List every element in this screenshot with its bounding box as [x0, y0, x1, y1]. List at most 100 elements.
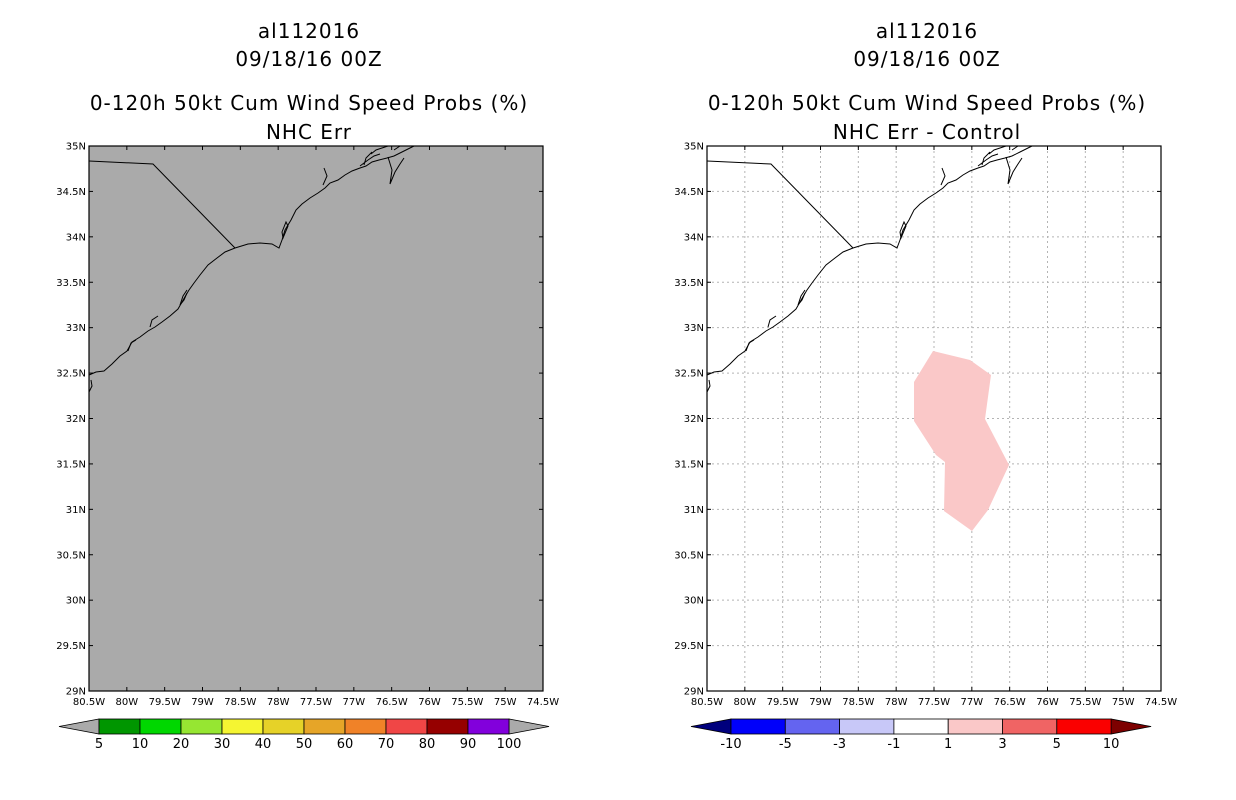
lat-label: 31N	[66, 505, 86, 516]
coastline-path	[88, 145, 415, 376]
lon-label: 74.5W	[1145, 697, 1177, 708]
colorbar-label: 50	[296, 737, 313, 752]
colorbar-swatch	[426, 718, 469, 735]
lon-label: 74.5W	[527, 697, 559, 708]
left-title-product: 0-120h 50kt Cum Wind Speed Probs (%)	[89, 91, 529, 115]
lon-label: 76.5W	[376, 697, 408, 708]
coastline-inlets	[706, 145, 1023, 393]
colorbar-swatch	[839, 718, 895, 735]
lat-label: 32.5N	[674, 369, 704, 380]
lon-label: 78.5W	[224, 697, 256, 708]
lat-label: 34.5N	[674, 187, 704, 198]
colorbar-swatch	[893, 718, 949, 735]
lon-label: 75.5W	[451, 697, 483, 708]
colorbar-label: -3	[833, 737, 846, 752]
colorbar-label: 30	[214, 737, 231, 752]
right-colorbar: -10 -5 -3 -1 1 3 5 10	[690, 718, 1152, 752]
probability-difference-area	[914, 351, 1009, 531]
colorbar-arrow-high	[508, 718, 550, 735]
lon-label: 76W	[1036, 697, 1059, 708]
left-panel: al112016 09/18/16 00Z 0-120h 50kt Cum Wi…	[56, 19, 559, 753]
lon-label: 78W	[267, 697, 290, 708]
colorbar-label: 3	[998, 737, 1006, 752]
colorbar-swatch	[139, 718, 182, 735]
lat-label: 29N	[684, 687, 704, 698]
lat-label: 29.5N	[674, 641, 704, 652]
colorbar-swatch	[344, 718, 387, 735]
lat-label: 30N	[66, 596, 86, 607]
lat-label: 29N	[66, 687, 86, 698]
colorbar-label: -10	[720, 737, 741, 752]
lat-label: 29.5N	[56, 641, 86, 652]
coastline-inlets	[88, 145, 405, 393]
lat-label: 32N	[66, 414, 86, 425]
right-title-product: 0-120h 50kt Cum Wind Speed Probs (%)	[707, 91, 1147, 115]
lat-label: 35N	[66, 142, 86, 153]
lon-label: 80W	[116, 697, 139, 708]
lon-label: 80W	[734, 697, 757, 708]
lon-label: 79W	[809, 697, 832, 708]
lon-label: 78.5W	[842, 697, 874, 708]
colorbar-swatch	[784, 718, 841, 735]
lat-label: 33N	[684, 323, 704, 334]
right-title-date: 09/18/16 00Z	[853, 47, 1001, 71]
lon-label: 76W	[418, 697, 441, 708]
lon-label: 79.5W	[767, 697, 799, 708]
lon-label: 79W	[191, 697, 214, 708]
colorbar-label: 70	[378, 737, 395, 752]
right-map: 35N 34.5N 34N 33.5N 33N 32.5N 32N 31.5N 31N 30.5N…	[674, 142, 1177, 753]
left-coastline	[88, 145, 415, 393]
lon-label: 80.5W	[73, 697, 105, 708]
colorbar-swatch	[385, 718, 428, 735]
colorbar-swatch	[1056, 718, 1112, 735]
colorbar-arrow-high	[1110, 718, 1152, 735]
lon-label: 75W	[494, 697, 517, 708]
lat-label: 34N	[684, 232, 704, 243]
colorbar-label: 90	[460, 737, 477, 752]
left-map: 35N 34.5N 34N 33.5N 33N 32.5N 32N 31.5N 31N 30.5N…	[56, 142, 559, 753]
lon-label: 80.5W	[691, 697, 723, 708]
colorbar-swatch	[947, 718, 1003, 735]
colorbar-label: 5	[1053, 737, 1061, 752]
colorbar-label: -1	[887, 737, 900, 752]
right-coastline	[706, 145, 1033, 393]
lon-label: 76.5W	[994, 697, 1026, 708]
colorbar-label: 5	[95, 737, 103, 752]
lon-label: 77W	[961, 697, 984, 708]
right-title-subtitle: NHC Err - Control	[832, 120, 1022, 144]
lat-label: 30.5N	[56, 550, 86, 561]
left-title-storm: al112016	[257, 19, 361, 43]
colorbar-label: -5	[779, 737, 792, 752]
colorbar-swatch	[262, 718, 305, 735]
colorbar-arrow-low	[58, 718, 100, 735]
right-title-storm: al112016	[875, 19, 979, 43]
colorbar-label: 10	[1103, 737, 1120, 752]
state-border	[88, 160, 236, 249]
lat-label: 30.5N	[674, 550, 704, 561]
colorbar-label: 10	[132, 737, 149, 752]
colorbar-label: 60	[337, 737, 354, 752]
colorbar-label: 40	[255, 737, 272, 752]
coastline-path	[706, 145, 1033, 376]
colorbar-swatch	[98, 718, 141, 735]
colorbar-label: 1	[944, 737, 952, 752]
lat-label: 33.5N	[56, 278, 86, 289]
colorbar-swatch	[221, 718, 264, 735]
lat-label: 33.5N	[674, 278, 704, 289]
colorbar-swatch	[1002, 718, 1058, 735]
colorbar-swatch	[303, 718, 346, 735]
colorbar-arrow-low	[690, 718, 732, 735]
lon-label: 77.5W	[300, 697, 332, 708]
lat-label: 32.5N	[56, 369, 86, 380]
lat-label: 31.5N	[56, 459, 86, 470]
lat-label: 32N	[684, 414, 704, 425]
left-title-subtitle: NHC Err	[265, 120, 353, 144]
lon-label: 75W	[1112, 697, 1135, 708]
colorbar-label: 80	[419, 737, 436, 752]
colorbar-swatch	[180, 718, 223, 735]
colorbar-label: 100	[497, 737, 522, 752]
lat-label: 31N	[684, 505, 704, 516]
colorbar-swatch	[467, 718, 510, 735]
right-gridlines	[707, 146, 1161, 691]
lat-label: 35N	[684, 142, 704, 153]
